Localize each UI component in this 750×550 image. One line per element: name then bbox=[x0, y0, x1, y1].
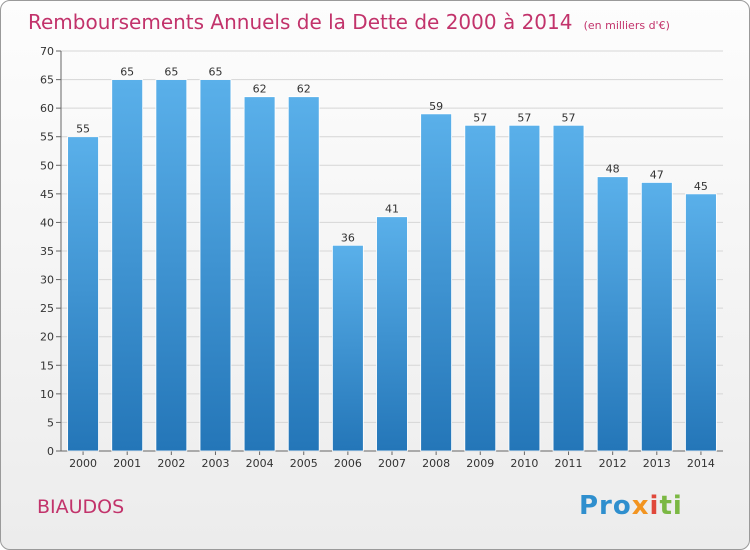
x-tick-label: 2001 bbox=[113, 457, 141, 470]
bar-value-label: 36 bbox=[341, 231, 355, 244]
bar bbox=[376, 216, 408, 452]
y-tick-label: 5 bbox=[47, 416, 54, 429]
x-tick-label: 2012 bbox=[599, 457, 627, 470]
bar bbox=[111, 79, 144, 452]
bar bbox=[67, 136, 99, 452]
y-tick-label: 60 bbox=[40, 102, 54, 115]
bar bbox=[508, 124, 541, 452]
bar bbox=[464, 124, 497, 452]
y-tick-label: 25 bbox=[40, 302, 54, 315]
bar-value-label: 47 bbox=[650, 168, 664, 181]
bar-value-label: 55 bbox=[76, 123, 90, 136]
bar-value-label: 65 bbox=[164, 66, 178, 79]
x-tick-label: 2006 bbox=[334, 457, 362, 470]
x-tick-label: 2003 bbox=[201, 457, 229, 470]
x-tick-label: 2007 bbox=[378, 457, 406, 470]
x-tick-labels: 2000 2001 2002 2003 2004 2005 2006 2007 2008 2009… bbox=[69, 457, 715, 470]
chart-subtitle: (en milliers d'€) bbox=[583, 19, 670, 32]
bar bbox=[420, 113, 452, 452]
bar bbox=[596, 176, 629, 452]
x-tick-label: 2005 bbox=[290, 457, 318, 470]
bar-value-label: 48 bbox=[606, 163, 620, 176]
bar bbox=[199, 79, 232, 452]
bar-value-label: 57 bbox=[562, 111, 576, 124]
bar-value-label: 57 bbox=[473, 111, 487, 124]
y-tick-label: 55 bbox=[40, 131, 54, 144]
bar-value-label: 59 bbox=[429, 100, 443, 113]
x-tick-label: 2011 bbox=[555, 457, 583, 470]
x-tick-label: 2013 bbox=[643, 457, 671, 470]
bar bbox=[287, 96, 320, 452]
bar-value-label: 65 bbox=[120, 66, 134, 79]
x-tick-label: 2008 bbox=[422, 457, 450, 470]
chart-title-main: Remboursements Annuels de la Dette de 20… bbox=[28, 10, 573, 34]
x-tick-label: 2010 bbox=[510, 457, 538, 470]
bar bbox=[640, 182, 673, 452]
logo-part-1: Pro bbox=[579, 491, 632, 521]
y-tick-label: 15 bbox=[40, 359, 54, 372]
x-tick-label: 2000 bbox=[69, 457, 97, 470]
chart-title: Remboursements Annuels de la Dette de 20… bbox=[28, 10, 670, 34]
y-tick-label: 10 bbox=[40, 388, 54, 401]
x-tick-label: 2004 bbox=[246, 457, 274, 470]
value-labels: 55 65 65 65 62 62 36 41 59 57 57 57 48 47 45 bbox=[76, 66, 708, 245]
y-tick-label: 40 bbox=[40, 216, 54, 229]
logo-part-4: ti bbox=[659, 491, 683, 521]
x-tick-label: 2002 bbox=[157, 457, 185, 470]
y-tick-label: 30 bbox=[40, 274, 54, 287]
y-tick-labels: 0 5 10 15 20 25 30 35 40 45 50 55 60 65 70 bbox=[40, 45, 54, 458]
bar bbox=[155, 79, 188, 452]
x-tick-label: 2009 bbox=[466, 457, 494, 470]
bar-value-label: 45 bbox=[694, 180, 708, 193]
x-tick-label: 2014 bbox=[687, 457, 715, 470]
bar-value-label: 62 bbox=[297, 83, 311, 96]
logo-part-3: i bbox=[649, 491, 660, 521]
bar-value-label: 41 bbox=[385, 203, 399, 216]
y-tick-label: 20 bbox=[40, 331, 54, 344]
y-tick-label: 0 bbox=[47, 445, 54, 458]
bar-value-label: 65 bbox=[208, 66, 222, 79]
y-tick-label: 70 bbox=[40, 45, 54, 58]
logo-part-2: x bbox=[631, 491, 650, 521]
bars bbox=[67, 79, 717, 452]
y-tick-label: 35 bbox=[40, 245, 54, 258]
bar bbox=[332, 244, 364, 452]
y-tick-label: 50 bbox=[40, 159, 54, 172]
bar-value-label: 57 bbox=[517, 111, 531, 124]
proxiti-logo[interactable]: Proxiti bbox=[579, 491, 683, 521]
commune-name: BIAUDOS bbox=[37, 496, 125, 518]
bar bbox=[552, 124, 585, 452]
bar bbox=[243, 96, 276, 452]
y-tick-label: 45 bbox=[40, 188, 54, 201]
y-tick-label: 65 bbox=[40, 74, 54, 87]
bar-value-label: 62 bbox=[253, 83, 267, 96]
bar bbox=[685, 193, 717, 452]
